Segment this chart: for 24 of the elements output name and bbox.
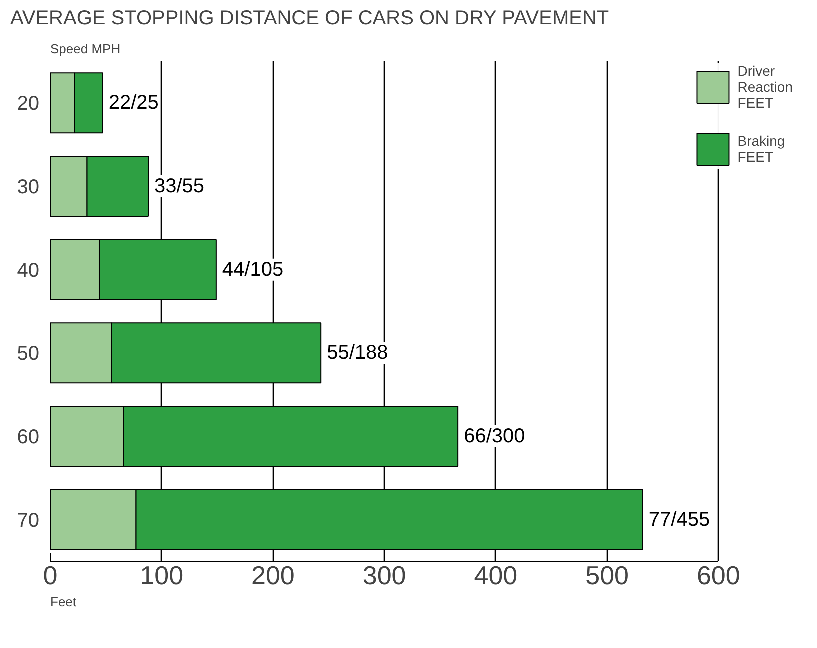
legend-label: Braking FEET: [738, 133, 786, 165]
x-tick-label: 200: [252, 560, 295, 590]
x-tick-label: 400: [474, 560, 518, 590]
legend-label: Driver Reaction FEET: [738, 63, 793, 111]
y-tick-label: 60: [17, 426, 40, 448]
y-tick-label: 70: [17, 510, 40, 532]
chart-title: AVERAGE STOPPING DISTANCE OF CARS ON DRY PAVEMENT: [10, 8, 610, 30]
annotation: 33/55: [154, 176, 205, 198]
x-tick-label: 500: [586, 560, 629, 590]
x-tick-label: 100: [140, 560, 184, 590]
annotation: 77/455: [648, 508, 710, 531]
y-tick-label: 50: [17, 343, 40, 366]
x-axis-title: Feet: [50, 594, 77, 610]
annotation: 44/105: [222, 258, 284, 281]
y-tick-label: 30: [17, 176, 40, 198]
annotation: 55/188: [327, 342, 388, 364]
x-tick-label: 0: [43, 560, 58, 590]
annotation: 66/300: [464, 426, 526, 448]
annotation: 22/25: [108, 92, 159, 114]
x-tick-label: 300: [362, 560, 406, 590]
y-tick-label: 40: [17, 260, 40, 282]
y-tick-label: 20: [17, 93, 40, 116]
y-axis-title: Speed MPH: [50, 42, 121, 56]
x-tick-label: 600: [696, 560, 740, 590]
